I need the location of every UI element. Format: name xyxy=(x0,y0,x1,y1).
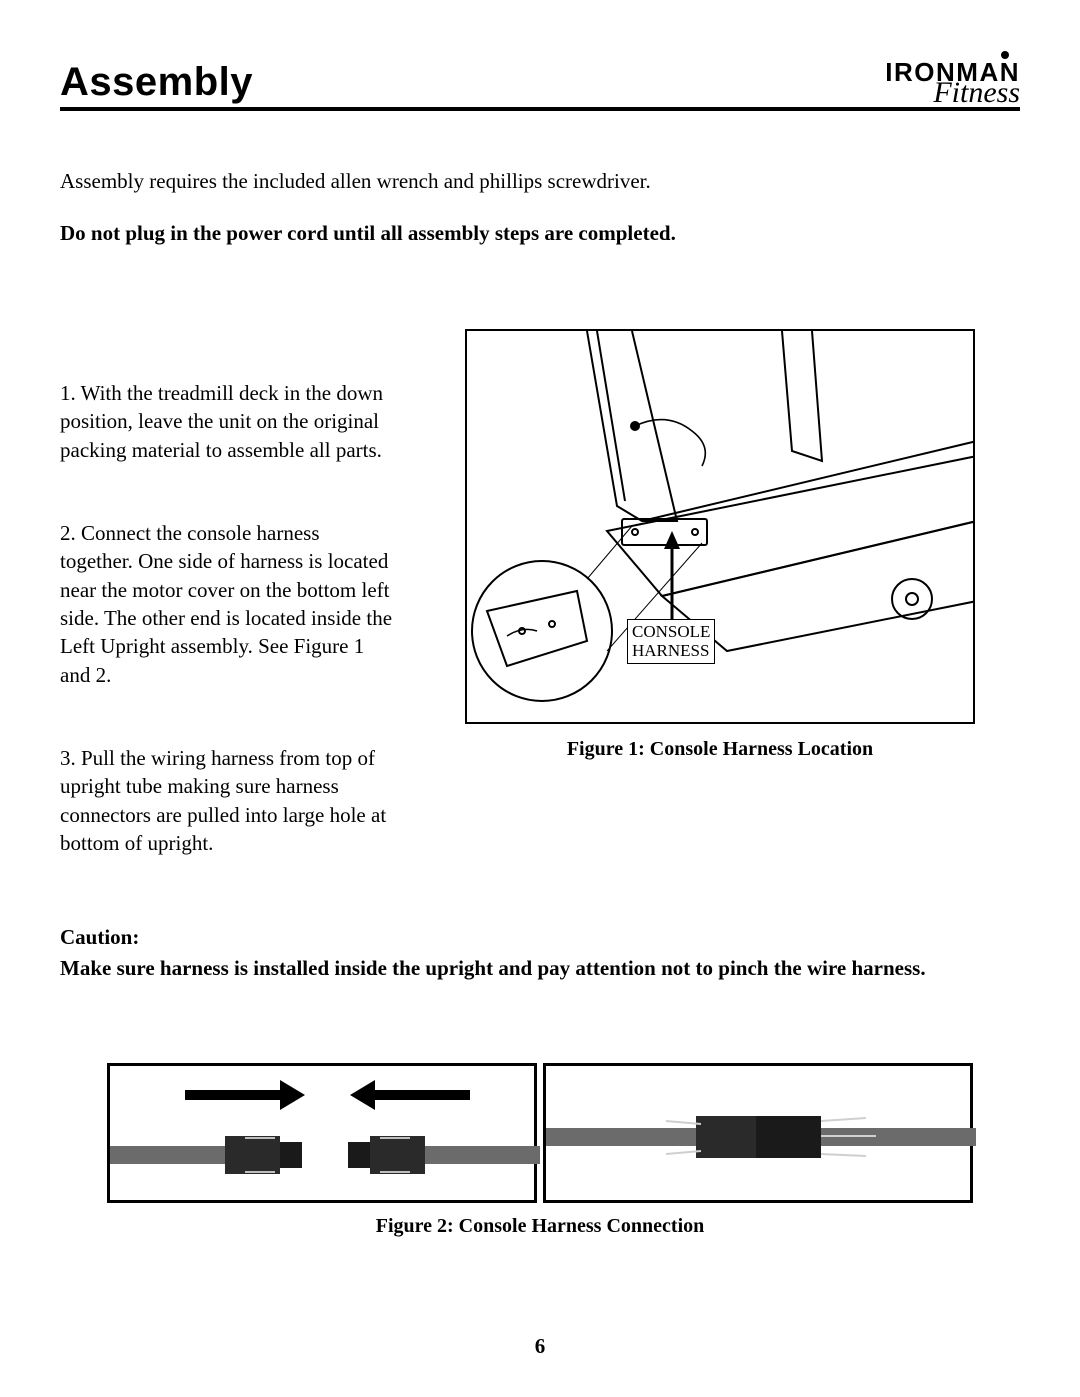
steps-column: 1. With the treadmill deck in the down p… xyxy=(60,379,395,857)
intro-text: Assembly requires the included allen wre… xyxy=(60,166,1020,196)
step-2: 2. Connect the console harness together.… xyxy=(60,519,395,689)
figure-2-left xyxy=(107,1063,537,1203)
body-row: 1. With the treadmill deck in the down p… xyxy=(60,329,1020,857)
caution-label: Caution: xyxy=(60,922,1020,952)
step-1: 1. With the treadmill deck in the down p… xyxy=(60,379,395,464)
intro-block: Assembly requires the included allen wre… xyxy=(60,166,1020,249)
figure-1-diagram: CONSOLEHARNESS xyxy=(465,329,975,724)
figure-1-caption: Figure 1: Console Harness Location xyxy=(567,738,873,761)
logo-text-top: IRONMAN xyxy=(885,61,1020,83)
page-header: Assembly IRONMAN Fitness xyxy=(60,60,1020,111)
brand-logo: IRONMAN Fitness xyxy=(885,61,1020,105)
power-warning: Do not plug in the power cord until all … xyxy=(60,218,1020,248)
figure-2-right xyxy=(543,1063,973,1203)
figure-1: CONSOLEHARNESS Figure 1: Console Harness… xyxy=(420,329,1020,761)
figure-2-row xyxy=(60,1063,1020,1203)
page-number: 6 xyxy=(0,1334,1080,1359)
harness-plugged-icon xyxy=(546,1066,976,1206)
harness-unplugged-icon xyxy=(110,1066,540,1206)
caution-text: Make sure harness is installed inside th… xyxy=(60,953,1020,983)
caution-block: Caution: Make sure harness is installed … xyxy=(60,922,1020,983)
console-harness-callout: CONSOLEHARNESS xyxy=(627,619,715,664)
page-title: Assembly xyxy=(60,60,253,105)
treadmill-diagram-icon xyxy=(467,331,975,724)
step-3: 3. Pull the wiring harness from top of u… xyxy=(60,744,395,857)
figure-2-caption: Figure 2: Console Harness Connection xyxy=(60,1215,1020,1238)
